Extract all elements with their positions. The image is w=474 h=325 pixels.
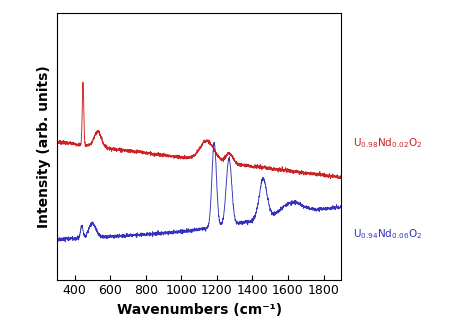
Text: $\mathrm{U_{0.94}Nd_{0.06}O_2}$: $\mathrm{U_{0.94}Nd_{0.06}O_2}$: [353, 227, 422, 241]
X-axis label: Wavenumbers (cm⁻¹): Wavenumbers (cm⁻¹): [117, 303, 282, 317]
Y-axis label: Intensity (arb. units): Intensity (arb. units): [37, 65, 51, 227]
Text: $\mathrm{U_{0.98}Nd_{0.02}O_2}$: $\mathrm{U_{0.98}Nd_{0.02}O_2}$: [353, 136, 422, 150]
